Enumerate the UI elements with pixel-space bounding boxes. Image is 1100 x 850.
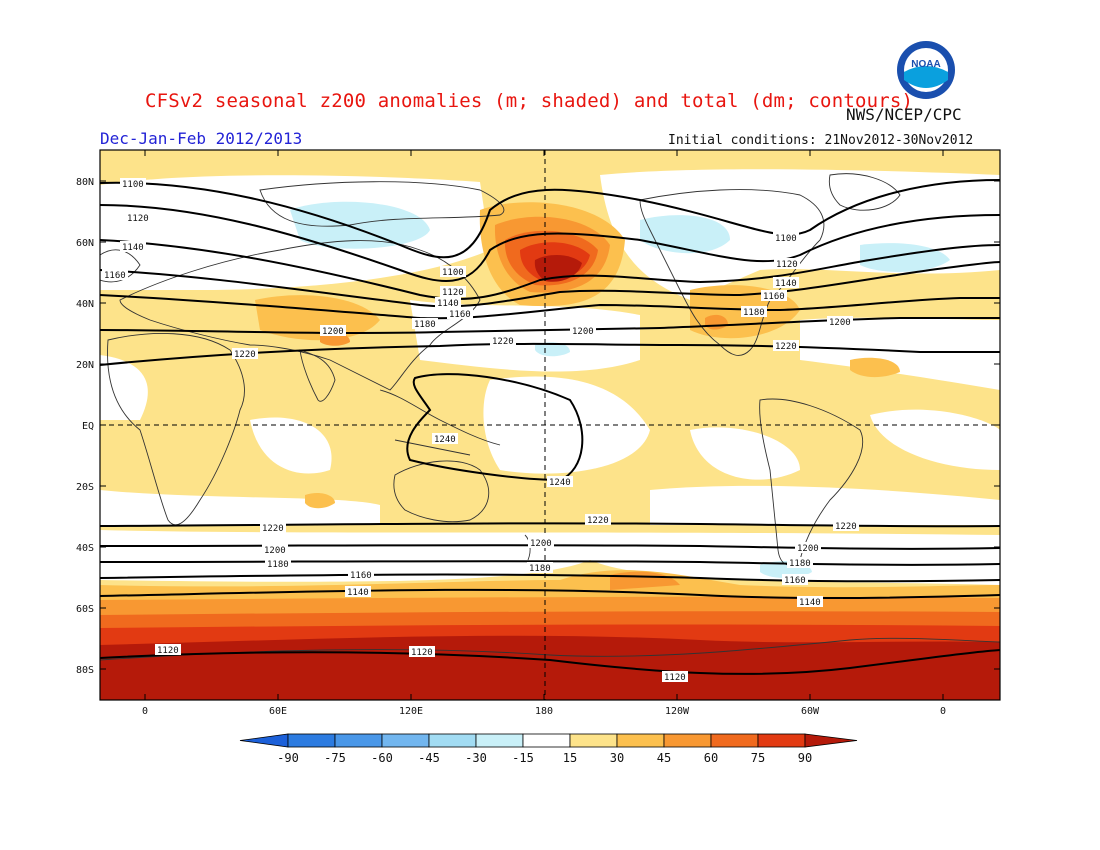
colorbar-swatch [334, 733, 383, 748]
noaa-logo: NOAA [897, 41, 955, 99]
lon-tick-label: 60W [801, 706, 820, 717]
colorbar-swatch [287, 733, 336, 748]
longitude-axis [144, 150, 944, 700]
colorbar-arrow-low [239, 733, 289, 748]
contour-label: 1100 [122, 180, 144, 190]
shaded-anomaly-field: 1100 1120 1140 1160 1100 1120 1140 1160 … [100, 150, 1000, 700]
contour-label: 1200 [829, 318, 851, 328]
contour-label: 1140 [347, 588, 369, 598]
contour-label: 1120 [442, 288, 464, 298]
contour-label: 1100 [442, 268, 464, 278]
contour-label: 1160 [350, 571, 372, 581]
lat-tick-label: 80N [76, 177, 94, 188]
lat-tick-label: 80S [76, 665, 94, 676]
initial-conditions-label: Initial conditions: 21Nov2012-30Nov2012 [668, 133, 974, 148]
contour-label: 1120 [127, 214, 149, 224]
contour-label: 1220 [234, 350, 256, 360]
lat-tick-label: 20S [76, 482, 94, 493]
contour-label: 1100 [775, 234, 797, 244]
contour-labels: 1100 1120 1140 1160 1100 1120 1140 1160 … [102, 178, 859, 683]
colorbar-labels: -90 -75 -60 -45 -30 -15 15 30 45 60 75 9… [277, 751, 812, 765]
colorbar-label: -60 [371, 751, 393, 765]
latitude-axis [100, 180, 1000, 670]
contour-label: 1200 [264, 546, 286, 556]
lon-tick-label: 120E [399, 706, 423, 717]
season-label: Dec-Jan-Feb 2012/2013 [100, 129, 303, 148]
contour-label: 1160 [784, 576, 806, 586]
colorbar-swatch [757, 733, 806, 748]
lon-tick-label: 0 [940, 706, 946, 717]
contour-label: 1180 [529, 564, 551, 574]
colorbar-swatch [428, 733, 477, 748]
colorbar-swatch [381, 733, 430, 748]
colorbar-swatch [710, 733, 759, 748]
agency-label: NWS/NCEP/CPC [846, 105, 962, 124]
colorbar-swatch [569, 733, 618, 748]
contour-label: 1120 [411, 648, 433, 658]
colorbar-arrow-high [804, 733, 858, 748]
colorbar-swatches [239, 733, 858, 748]
contour-label: 1160 [449, 310, 471, 320]
lon-tick-label: 0 [142, 706, 148, 717]
colorbar-label: 60 [704, 751, 718, 765]
contour-label: 1120 [157, 646, 179, 656]
contour-label: 1220 [262, 524, 284, 534]
colorbar-swatch [616, 733, 665, 748]
contour-label: 1180 [743, 308, 765, 318]
colorbar-label: -90 [277, 751, 299, 765]
svg-text:NOAA: NOAA [911, 59, 940, 70]
contour-label: 1240 [549, 478, 571, 488]
longitude-labels: 0 60E 120E 180 120W 60W 0 [142, 706, 946, 717]
lon-tick-label: 120W [665, 706, 690, 717]
colorbar-label: 30 [610, 751, 624, 765]
contour-label: 1120 [664, 673, 686, 683]
contour-label: 1220 [492, 337, 514, 347]
contour-label: 1200 [322, 327, 344, 337]
contour-label: 1220 [835, 522, 857, 532]
contour-label: 1140 [437, 299, 459, 309]
contour-label: 1120 [776, 260, 798, 270]
map-title: CFSv2 seasonal z200 anomalies (m; shaded… [145, 90, 914, 112]
colorbar-label: -30 [465, 751, 487, 765]
contour-label: 1140 [775, 279, 797, 289]
colorbar-label: 90 [798, 751, 812, 765]
lon-tick-label: 180 [535, 706, 553, 717]
contour-label: 1220 [775, 342, 797, 352]
coastlines [100, 173, 1000, 661]
contour-label: 1180 [414, 320, 436, 330]
lat-tick-label: 60N [76, 238, 94, 249]
lat-tick-label: 40S [76, 543, 94, 554]
reference-lines [100, 150, 1000, 700]
colorbar-swatch [663, 733, 712, 748]
contour-label: 1200 [530, 539, 552, 549]
contour-label: 1160 [104, 271, 126, 281]
contour-label: 1200 [572, 327, 594, 337]
contour-label: 1200 [797, 544, 819, 554]
colorbar-label: 45 [657, 751, 671, 765]
contour-label: 1160 [763, 292, 785, 302]
colorbar-label: -45 [418, 751, 440, 765]
colorbar-swatch [522, 733, 571, 748]
lat-tick-label: 20N [76, 360, 94, 371]
lat-tick-label: EQ [82, 421, 94, 432]
contour-label: 1180 [789, 559, 811, 569]
contour-label: 1140 [799, 598, 821, 608]
latitude-labels: 80N 60N 40N 20N EQ 20S 40S 60S 80S [76, 177, 94, 676]
contour-label: 1140 [122, 243, 144, 253]
contour-label: 1240 [434, 435, 456, 445]
contour-label: 1180 [267, 560, 289, 570]
colorbar-label: -75 [324, 751, 346, 765]
colorbar-label: 75 [751, 751, 765, 765]
lat-tick-label: 60S [76, 604, 94, 615]
colorbar-label: 15 [563, 751, 577, 765]
colorbar-label: -15 [512, 751, 534, 765]
contour-label: 1220 [587, 516, 609, 526]
colorbar-swatch [475, 733, 524, 748]
lat-tick-label: 40N [76, 299, 94, 310]
lon-tick-label: 60E [269, 706, 287, 717]
height-contours [100, 179, 1000, 675]
